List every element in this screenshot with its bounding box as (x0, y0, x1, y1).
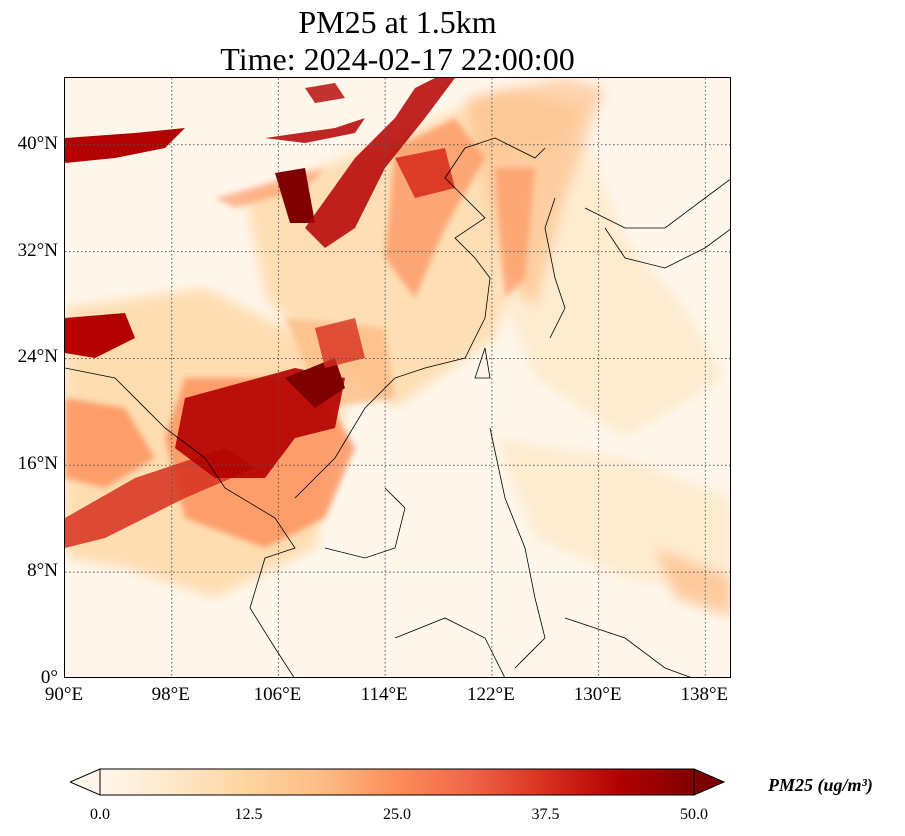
lon-tick-label: 138°E (680, 684, 729, 705)
graticule (65, 78, 730, 677)
colorbar-extend-low (70, 768, 101, 796)
lon-tick-label: 114°E (360, 684, 408, 705)
haze-high (65, 78, 455, 548)
map-title: PM25 at 1.5km (298, 4, 497, 40)
lon-tick-label: 106°E (253, 684, 302, 705)
lat-tick-label: 8°N (27, 560, 58, 582)
colorbar-extend-high (693, 768, 725, 796)
lon-tick-label: 122°E (467, 684, 515, 705)
colorbar-title: PM25 (ug/m³) (768, 775, 873, 795)
lon-tick-label: 90°E (44, 684, 84, 705)
lon-tick-label: 130°E (573, 684, 622, 705)
colorbar-tick-label: 25.0 (383, 806, 411, 823)
colorbar-tick-label: 0.0 (90, 806, 110, 823)
colorbar (70, 768, 725, 796)
lat-tick-label: 40°N (17, 132, 58, 154)
colorbar-gradient (99, 768, 695, 796)
pm25-field (65, 78, 730, 677)
lat-tick-label: 0° (40, 667, 58, 688)
colorbar-tick-label: 37.5 (531, 806, 560, 823)
lat-tick-label: 24°N (17, 346, 58, 368)
colorbar-tick-label: 12.5 (234, 806, 263, 823)
map-panel (64, 77, 731, 678)
lat-tick-label: 16°N (17, 453, 58, 475)
lat-tick-label: 32°N (17, 239, 58, 261)
colorbar-tick-label: 50.0 (680, 806, 708, 823)
map-subtitle-time: Time: 2024-02-17 22:00:00 (220, 41, 575, 77)
lon-tick-label: 98°E (151, 684, 190, 705)
coastline (65, 137, 730, 677)
